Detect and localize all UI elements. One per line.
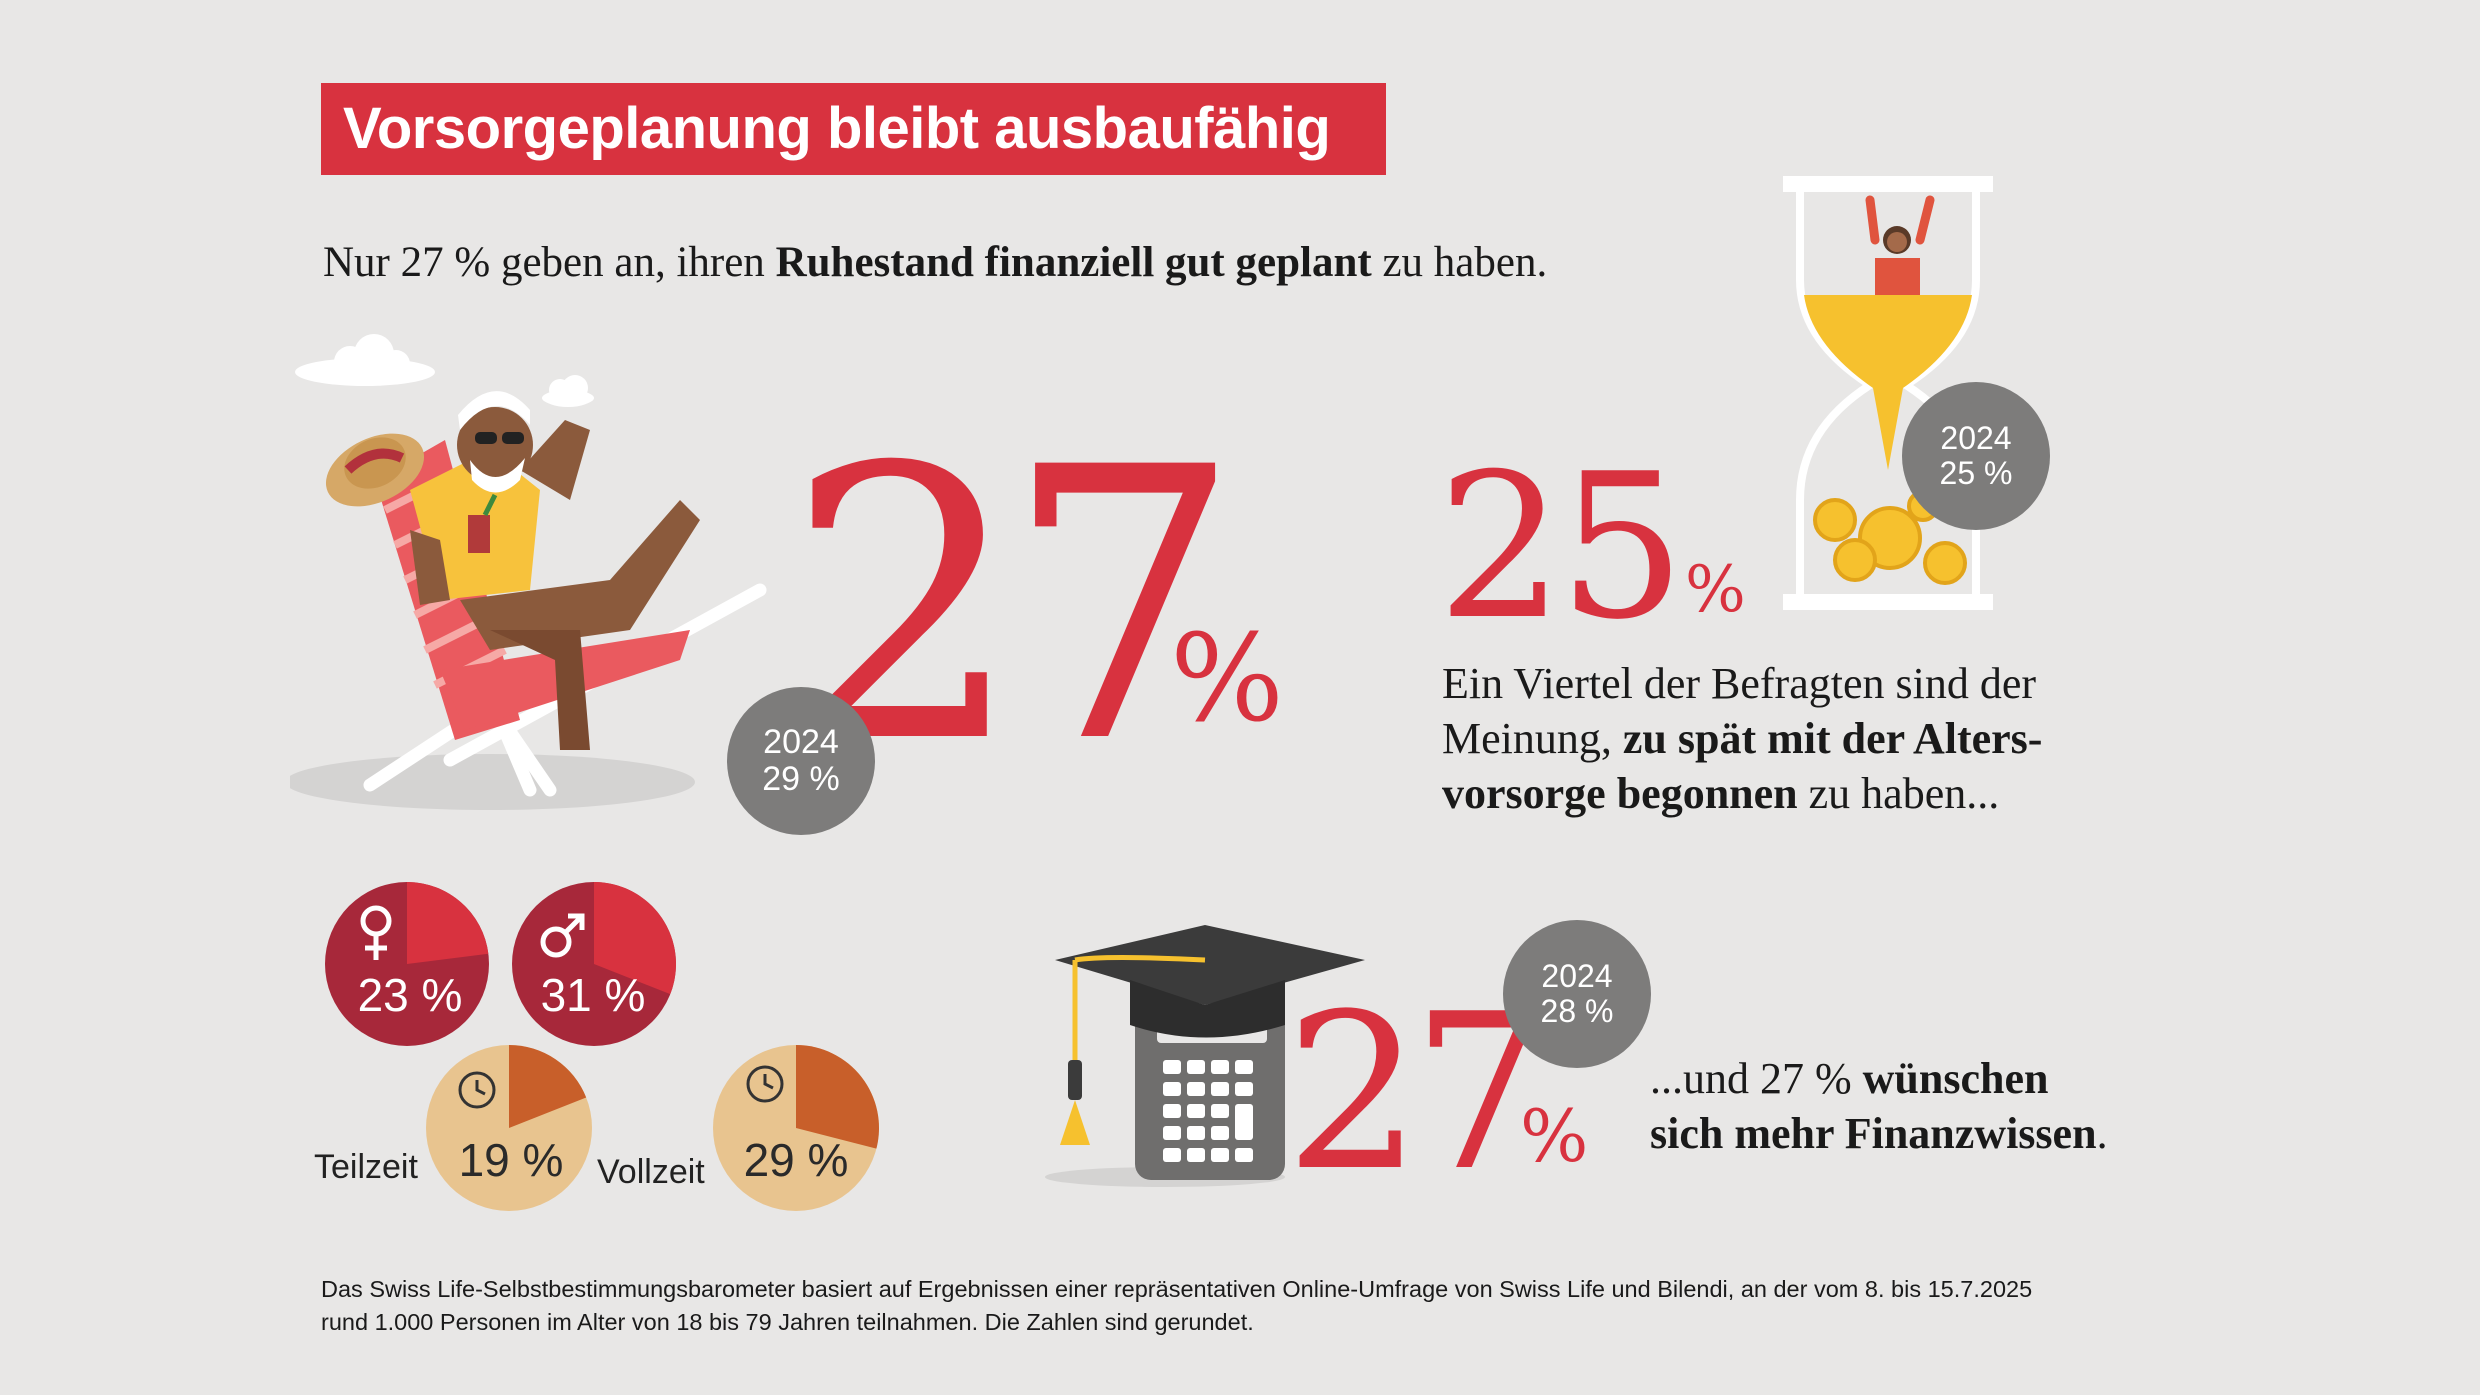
text-bold: zu spät mit der Alters-: [1622, 714, 2043, 763]
parttime-pie-label: 19 %: [458, 1134, 564, 1186]
text-line: vorsorge begonnen zu haben...: [1442, 766, 2202, 821]
clock-icon: [746, 1065, 784, 1103]
text-line: ...und 27 % wünschen: [1650, 1051, 2350, 1106]
badge-year: 2024: [1940, 419, 2012, 456]
subtitle-after: zu haben.: [1371, 239, 1548, 286]
hourglass-illustration: [1783, 176, 1993, 610]
graduation-cap-icon: [1055, 925, 1365, 1145]
fulltime-pie-chart: [713, 1045, 879, 1211]
badge-value: 25 %: [1939, 455, 2013, 491]
badge-value: 28 %: [1540, 993, 1614, 1029]
cloud-icon: [295, 334, 435, 386]
parttime-label: Teilzeit: [314, 1148, 418, 1186]
text-plain: zu haben...: [1797, 769, 2000, 818]
footnote-line: rund 1.000 Personen im Alter von 18 bis …: [321, 1309, 1254, 1335]
fulltime-pie-label: 29 %: [743, 1134, 849, 1186]
footnote: Das Swiss Life-Selbstbestimmungsbaromete…: [321, 1273, 2241, 1339]
female-pie-chart: [325, 882, 489, 1046]
text-bold: wünschen: [1862, 1054, 2049, 1103]
deckchair-man-illustration: [290, 334, 767, 810]
badge-year: 2024: [763, 722, 839, 761]
female-symbol-icon: [360, 905, 392, 960]
parttime-pie-chart: [426, 1045, 592, 1211]
subtitle: Nur 27 % geben an, ihren Ruhestand finan…: [323, 238, 1547, 287]
stat-knowledge-unit: %: [1520, 1094, 1589, 1178]
stat-too-late-value: 25: [1437, 431, 1685, 664]
page-title: Vorsorgeplanung bleibt ausbaufähig: [343, 96, 1331, 161]
text-line: sich mehr Finanzwissen.: [1650, 1106, 2350, 1161]
stat-knowledge-text: ...und 27 % wünschen sich mehr Finanzwis…: [1650, 1051, 2350, 1161]
text-plain: ...und 27 %: [1650, 1054, 1863, 1103]
female-pie-label: 23 %: [357, 969, 463, 1021]
hat-icon: [325, 433, 425, 507]
subtitle-bold: Ruhestand finanziell gut geplant: [775, 239, 1372, 286]
fulltime-label: Vollzeit: [597, 1153, 705, 1191]
text-line: Ein Viertel der Befragten sind der: [1442, 659, 2036, 708]
text-bold: sich mehr Finanzwissen: [1650, 1109, 2097, 1158]
calculator-cap-illustration: [1045, 925, 1365, 1187]
text-bold: vorsorge begonnen: [1442, 769, 1798, 818]
male-pie-chart: [512, 882, 676, 1046]
stat-retirement-unit: %: [1170, 610, 1285, 749]
male-pie-label: 31 %: [540, 969, 646, 1021]
text-line: Meinung, zu spät mit der Alters-: [1442, 711, 2202, 766]
stat-knowledge-badge: 2024 28 %: [1503, 920, 1651, 1068]
badge-value: 29 %: [762, 760, 840, 798]
stat-retirement-badge: 2024 29 %: [727, 687, 875, 835]
clock-icon: [458, 1071, 496, 1109]
title-banner: Vorsorgeplanung bleibt ausbaufähig: [321, 83, 1386, 175]
person-cheering-icon: [1865, 195, 1935, 295]
badge-year: 2024: [1541, 957, 1613, 994]
cloud-icon: [542, 375, 594, 407]
stat-too-late-unit: %: [1685, 553, 1746, 627]
subtitle-before: Nur 27 % geben an, ihren: [323, 239, 776, 286]
footnote-line: Das Swiss Life-Selbstbestimmungsbaromete…: [321, 1276, 2033, 1302]
text-plain: .: [2096, 1109, 2108, 1158]
stat-knowledge-value: 27: [1285, 967, 1549, 1218]
stat-too-late-text: Ein Viertel der Befragten sind der Meinu…: [1442, 656, 2202, 821]
stat-too-late-badge: 2024 25 %: [1902, 382, 2050, 530]
male-symbol-icon: [540, 913, 585, 958]
text-plain: Meinung,: [1442, 714, 1623, 763]
